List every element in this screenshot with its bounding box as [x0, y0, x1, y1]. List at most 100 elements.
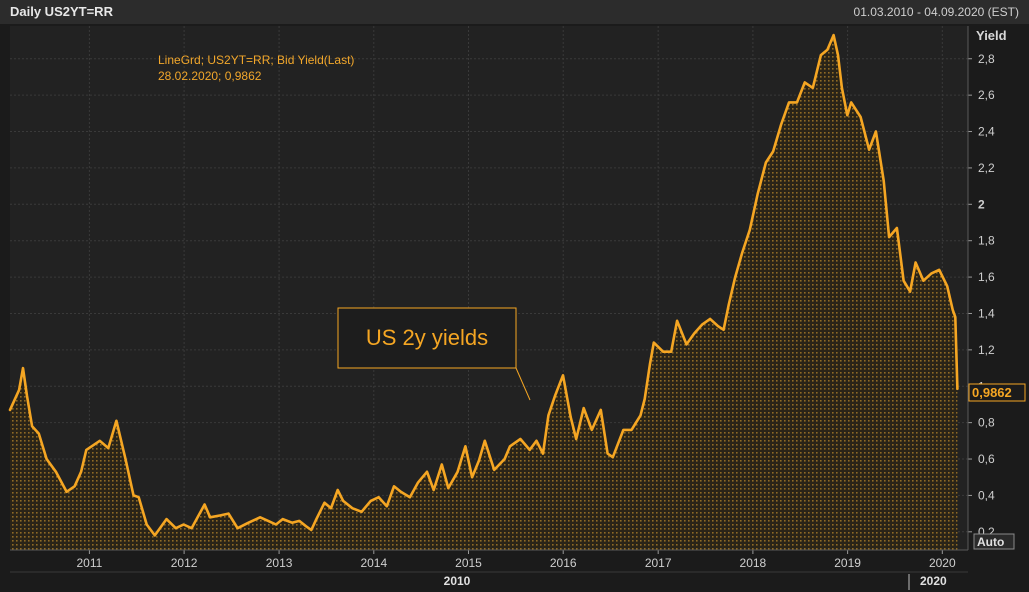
data-point	[542, 452, 544, 455]
data-point	[124, 458, 127, 460]
auto-scale-button[interactable]: Auto	[973, 533, 1015, 550]
data-point	[804, 81, 806, 84]
data-point	[377, 496, 380, 499]
data-point	[182, 523, 185, 526]
yield-line	[8, 33, 959, 537]
data-point	[630, 429, 633, 431]
data-point	[447, 487, 450, 489]
data-point	[653, 341, 655, 344]
data-point	[685, 343, 688, 346]
x-axis: 2011 2012 2013 2014 2015 2016 2017 2018 2019 2020	[10, 549, 968, 570]
data-point	[426, 471, 428, 473]
data-point	[670, 350, 672, 353]
data-point	[701, 323, 704, 326]
data-point	[757, 192, 759, 195]
data-point	[26, 394, 28, 397]
y-tick-label: 2	[978, 197, 985, 211]
data-point	[930, 272, 933, 275]
data-point	[734, 276, 736, 278]
data-point	[528, 449, 531, 451]
data-point	[154, 534, 156, 537]
data-point	[902, 279, 905, 282]
data-point	[267, 520, 270, 522]
legend-line-1: LineGrd; US2YT=RR; Bid Yield(Last)	[158, 53, 354, 67]
era-label-left: 2010	[444, 574, 471, 588]
data-point	[896, 227, 898, 229]
data-point	[888, 236, 890, 238]
last-value-badge: 0,9862	[968, 383, 1026, 402]
y-tick-label: 2,6	[978, 88, 995, 102]
data-point	[662, 350, 664, 353]
data-point	[227, 512, 230, 515]
data-point	[547, 414, 550, 417]
data-point	[643, 398, 646, 400]
data-point	[606, 452, 609, 455]
data-point	[717, 325, 719, 328]
y-tick-label: 1,4	[978, 306, 995, 320]
data-point	[342, 500, 345, 502]
data-point	[837, 54, 839, 56]
data-point	[298, 520, 301, 522]
data-point	[65, 491, 68, 493]
data-point	[351, 507, 354, 510]
data-point	[247, 521, 250, 524]
data-point	[765, 161, 767, 164]
data-point	[22, 367, 24, 369]
data-point	[914, 261, 917, 264]
callout-leader	[515, 367, 531, 401]
data-point	[336, 489, 339, 491]
data-point	[409, 496, 411, 499]
data-point	[600, 409, 602, 411]
data-point	[80, 471, 82, 473]
y-axis-title: Yield	[976, 28, 1007, 43]
data-point	[938, 269, 940, 271]
auto-button-frame[interactable]	[973, 533, 1015, 550]
data-point	[18, 389, 20, 391]
x-tick-label: 2011	[76, 556, 102, 570]
area-fill-dots	[10, 35, 958, 551]
y-tick-label: 2,2	[978, 161, 995, 175]
area-fill-layer	[10, 35, 958, 551]
data-point	[676, 320, 678, 322]
data-point	[741, 252, 743, 255]
data-point	[219, 514, 222, 517]
data-point	[859, 116, 862, 118]
data-point	[728, 303, 730, 306]
data-point	[305, 525, 307, 528]
data-points	[9, 34, 959, 537]
y-tick-label: 0,6	[978, 452, 995, 466]
data-point	[956, 388, 959, 390]
data-point	[73, 485, 76, 488]
data-point	[259, 516, 261, 519]
data-point	[165, 518, 168, 520]
legend-line-2: 28.02.2020; 0,9862	[158, 69, 262, 83]
data-point	[841, 87, 843, 89]
data-point	[323, 501, 326, 504]
data-point	[369, 500, 372, 502]
data-point	[582, 407, 585, 409]
y-tick-label: 0,8	[978, 416, 995, 430]
data-point	[780, 123, 782, 126]
data-point	[562, 374, 564, 377]
y-tick-label: 0,4	[978, 488, 995, 502]
data-point	[417, 481, 419, 484]
data-point	[310, 529, 313, 531]
data-point	[846, 114, 849, 116]
data-point	[386, 505, 388, 508]
x-tick-label: 2019	[834, 556, 861, 570]
data-point	[55, 471, 57, 473]
data-point	[99, 440, 101, 442]
data-point	[649, 363, 651, 366]
era-label-right: 2020	[920, 574, 947, 588]
y-tick-label: 1,8	[978, 234, 995, 248]
y-tick-label: 1,6	[978, 270, 995, 284]
data-point	[788, 101, 790, 104]
x-tick-label: 2018	[740, 556, 767, 570]
x-tick-label: 2017	[645, 556, 672, 570]
chart-header: Daily US2YT=RR 01.03.2010 - 04.09.2020 (…	[0, 0, 1029, 24]
data-point	[693, 332, 695, 335]
auto-button-label[interactable]: Auto	[977, 535, 1004, 549]
data-point	[612, 456, 614, 459]
chart-title: Daily US2YT=RR	[10, 4, 113, 19]
data-point	[471, 476, 473, 479]
